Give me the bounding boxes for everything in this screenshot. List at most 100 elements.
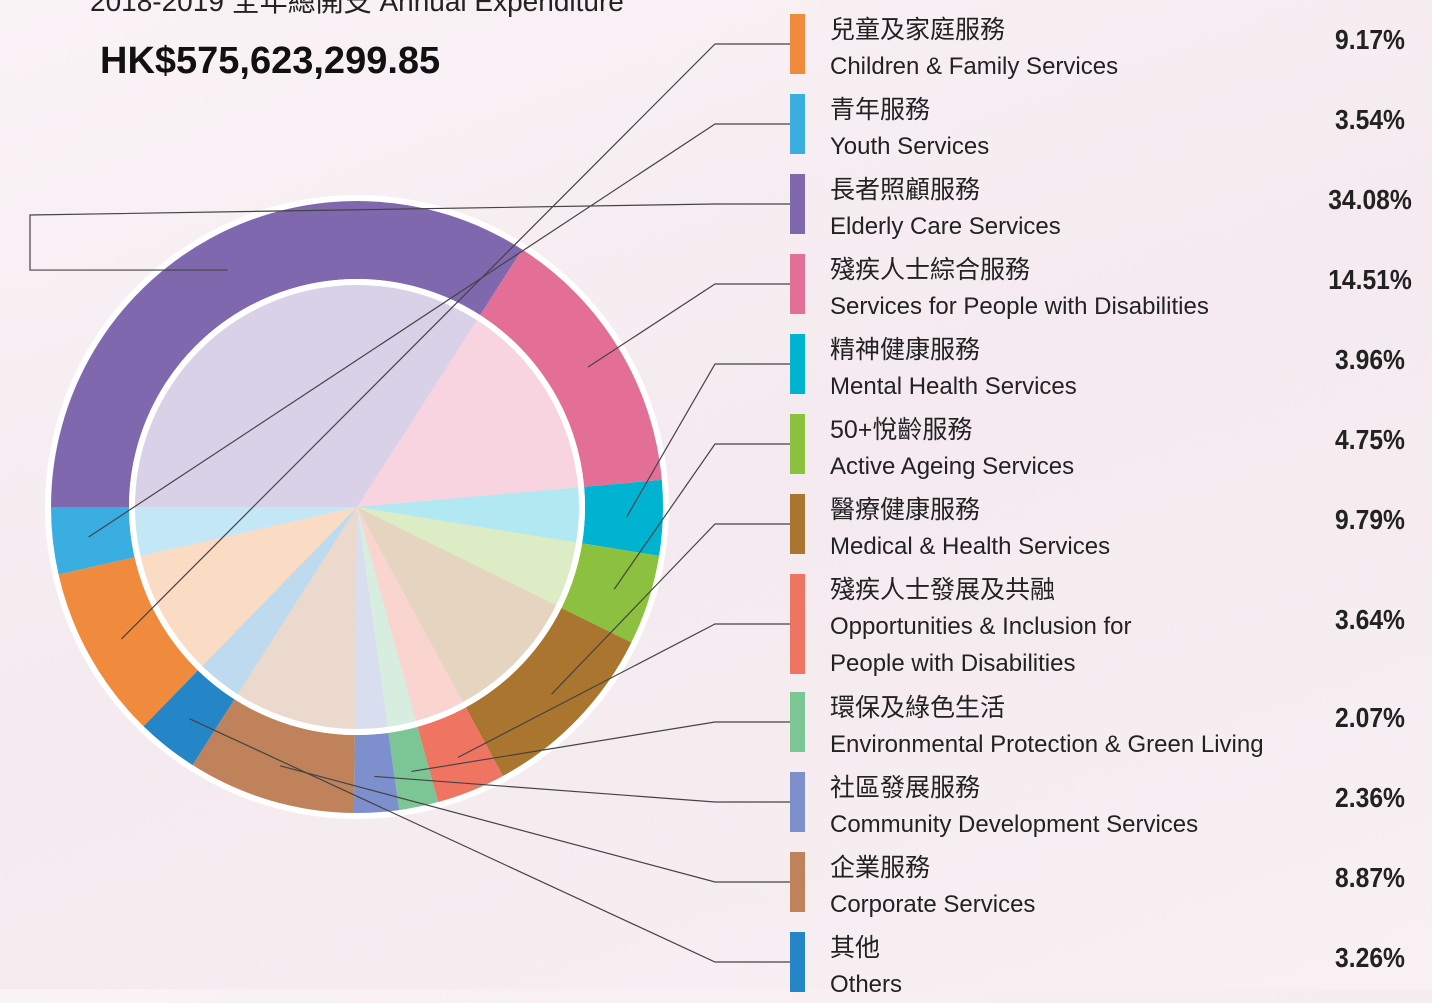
legend-label-zh: 50+悅齡服務 (830, 416, 973, 444)
value-label: 2.07% (1335, 702, 1405, 733)
pie-slice (357, 507, 416, 727)
leader-line (374, 775, 790, 803)
legend-label-en: Environmental Protection & Green Living (830, 731, 1264, 758)
leader-line (189, 718, 790, 963)
legend-item: 長者照顧服務 Elderly Care Services 34.08% (790, 174, 1430, 240)
legend-label-en: Others (830, 971, 903, 998)
leader-line (587, 283, 790, 368)
legend-label-en: Mental Health Services (830, 373, 1077, 400)
legend-label-en: Opportunities & Inclusion for People wit… (830, 613, 1132, 677)
legend-label-en: Community Development Services (830, 811, 1199, 838)
donut-segment (561, 543, 660, 643)
pie-slice (202, 507, 357, 695)
legend-swatch (790, 254, 805, 314)
legend-label-en: Corporate Services (830, 891, 1036, 918)
legend-label-zh: 精神健康服務 (830, 336, 981, 364)
value-label: 9.79% (1335, 504, 1405, 535)
legend-item: 青年服務 Youth Services 3.54% (790, 94, 1430, 160)
pie-slice (357, 487, 579, 543)
legend-item: 殘疾人士綜合服務 Services for People with Disabil… (790, 254, 1430, 320)
legend-label-en: Elderly Care Services (830, 213, 1061, 240)
legend-label-zh: 兒童及家庭服務 (830, 16, 1006, 44)
donut-segment (143, 670, 235, 766)
legend-label-zh: 殘疾人士綜合服務 (830, 256, 1031, 284)
pie-slice (357, 507, 463, 722)
value-label: 3.54% (1335, 104, 1405, 135)
leader-line (279, 765, 790, 883)
value-label: 3.96% (1335, 344, 1405, 375)
donut-segment (388, 726, 439, 811)
legend-label-zh: 長者照顧服務 (830, 176, 981, 204)
donut-segment (51, 507, 135, 575)
legend-swatch (790, 494, 805, 554)
legend-item: 精神健康服務 Mental Health Services 3.96% (790, 334, 1430, 400)
donut-segment (192, 699, 355, 813)
legend-label-zh: 殘疾人士發展及共融 (830, 576, 1056, 604)
legend-swatch (790, 14, 805, 74)
legend-label-zh: 醫療健康服務 (830, 496, 981, 524)
donut-segment (582, 479, 664, 556)
pie-slice (135, 285, 477, 507)
leader-line (88, 123, 790, 538)
leader-line (411, 721, 790, 773)
leader-line (551, 523, 790, 695)
legend-label-zh: 其他 (830, 934, 881, 962)
leader-line (626, 363, 790, 517)
inner-border (129, 279, 585, 735)
legend-item: 環保及綠色生活 Environmental Protection & Green … (790, 692, 1430, 758)
legend-label-zh: 社區發展服務 (830, 774, 981, 802)
value-label: 9.17% (1335, 24, 1405, 55)
legend-item: 殘疾人士發展及共融 Opportunities & Inclusion for P… (790, 574, 1430, 677)
donut-segment (353, 732, 400, 813)
value-label: 14.51% (1328, 264, 1412, 295)
value-label: 2.36% (1335, 782, 1405, 813)
value-label: 34.08% (1328, 184, 1412, 215)
legend-label-zh: 青年服務 (830, 96, 931, 124)
legend-item: 其他 Others 3.26% (790, 932, 1430, 998)
donut-segment (465, 607, 632, 776)
legend-label-en: Youth Services (830, 133, 990, 160)
pie-slice (357, 320, 579, 507)
legend-swatch (790, 334, 805, 394)
value-label: 3.64% (1335, 604, 1405, 635)
legend-swatch (790, 852, 805, 912)
value-label: 3.26% (1335, 942, 1405, 973)
chart-title: 2018-2019 全年總開支 Annual Expenditure (90, 0, 624, 17)
legend-swatch (790, 692, 805, 752)
legend-swatch (790, 174, 805, 234)
legend-swatch (790, 772, 805, 832)
pie-slice (357, 507, 557, 703)
legend-swatch (790, 574, 805, 674)
pie-slice (354, 507, 388, 729)
legend-label-en: Active Ageing Services (830, 453, 1075, 480)
donut-segment (480, 249, 662, 487)
leader-line (121, 43, 790, 640)
donut-segment (51, 201, 523, 507)
legend-item: 50+悅齡服務 Active Ageing Services 4.75% (790, 414, 1430, 480)
value-label: 8.87% (1335, 862, 1405, 893)
legend-swatch (790, 414, 805, 474)
donut-segment (417, 707, 503, 803)
legend-label-zh: 環保及綠色生活 (830, 694, 1006, 722)
legend-label-en: Children & Family Services (830, 53, 1119, 80)
leader-line (613, 443, 790, 590)
legend-item: 兒童及家庭服務 Children & Family Services 9.17% (790, 14, 1430, 80)
pie-slice (140, 507, 357, 667)
legend-label-zh: 企業服務 (830, 854, 931, 882)
legend-label-en: Services for People with Disabilities (830, 293, 1209, 320)
legend-label-en: Medical & Health Services (830, 533, 1111, 560)
legend-item: 社區發展服務 Community Development Services 2.36… (790, 772, 1430, 838)
pie-slice (237, 507, 357, 729)
pie-slice (357, 507, 577, 606)
legend-swatch (790, 94, 805, 154)
total-amount: HK$575,623,299.85 (100, 40, 441, 82)
leader-line (457, 623, 790, 759)
pie-slice (135, 507, 357, 556)
donut-segment (58, 557, 198, 727)
legend-item: 醫療健康服務 Medical & Health Services 9.79% (790, 494, 1430, 560)
value-label: 4.75% (1335, 424, 1405, 455)
legend-swatch (790, 932, 805, 992)
leader-line (29, 203, 790, 271)
